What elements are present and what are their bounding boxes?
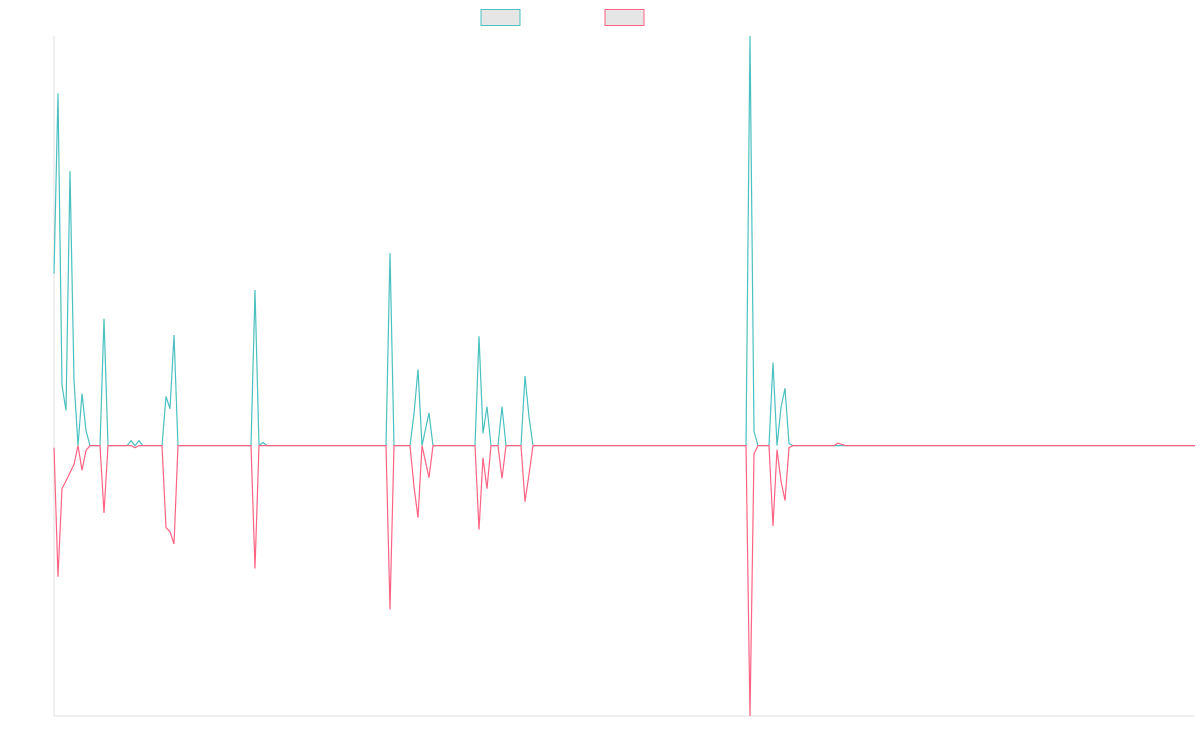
series-line xyxy=(53,442,1195,717)
legend-swatch[interactable] xyxy=(480,9,521,26)
series-line xyxy=(53,35,1195,447)
legend-swatch[interactable] xyxy=(604,9,645,26)
